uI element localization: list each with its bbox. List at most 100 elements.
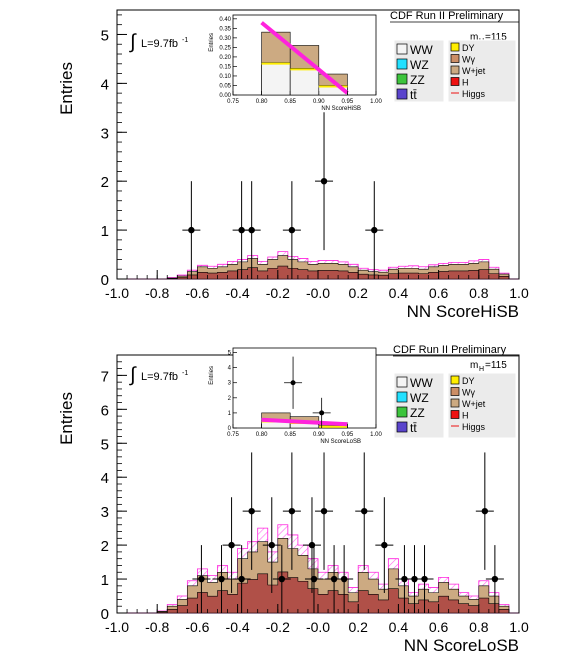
- legend-swatch: [396, 43, 408, 55]
- x-axis-label: NN ScoreHiSB: [407, 302, 519, 321]
- legend-label: Wγ: [462, 388, 475, 398]
- inset-data-point: [319, 410, 325, 416]
- inset-x-tick-label: 0.90: [313, 99, 325, 105]
- mass-label: m: [470, 360, 478, 371]
- data-point: [278, 575, 286, 583]
- data-point: [248, 507, 255, 515]
- legend-swatch: [450, 398, 460, 408]
- inset-x-tick-label: 0.95: [342, 432, 354, 438]
- inset-ww-bar: [261, 62, 291, 96]
- data-point: [198, 575, 205, 583]
- x-tick-label: 0.6: [429, 285, 449, 301]
- legend-swatch: [450, 387, 460, 396]
- inset-x-tick-label: 0.80: [256, 99, 268, 105]
- legend-swatch: [396, 421, 408, 433]
- x-tick-label: 0.8: [469, 285, 489, 301]
- x-tick-label: -1.0: [105, 285, 129, 301]
- background-stack-hist: [117, 571, 519, 614]
- inset-plot: 0.75 0.80 0.85 0.90 0.95 1.00 0 1 2 3 4 5 NN ScoreLo…: [209, 347, 382, 445]
- inset-y-tick-label: 0.35: [219, 26, 231, 32]
- legend-swatch: [450, 42, 460, 52]
- data-point: [411, 575, 418, 583]
- x-tick-label: -0.6: [185, 619, 209, 635]
- inset-y-tick-label: 0.25: [219, 45, 231, 51]
- data-point: [401, 575, 408, 583]
- mass-label: m: [470, 32, 478, 43]
- luminosity-label: L=9.7fb: [141, 371, 178, 383]
- legend-label: Higgs: [462, 422, 486, 432]
- inset-y-tick-label: 1: [228, 411, 232, 417]
- data-point: [340, 575, 348, 583]
- inset-x-tick-label: 0.85: [284, 432, 296, 438]
- legend-swatch: [396, 376, 408, 388]
- legend-swatch: [450, 410, 460, 419]
- inset-frame: [232, 347, 377, 429]
- x-tick-label: 0.8: [469, 619, 489, 635]
- legend-swatch: [396, 406, 408, 418]
- legend-swatch: [450, 54, 460, 63]
- legend-label: DY: [462, 376, 475, 386]
- luminosity-exponent: -1: [182, 370, 188, 377]
- inset-y-tick-label: 5: [228, 351, 232, 357]
- legend-swatch: [396, 88, 408, 100]
- x-tick-label: 1.0: [509, 619, 529, 635]
- inset-x-tick-label: 0.75: [227, 99, 239, 105]
- legend-swatch: [450, 77, 460, 86]
- data-point: [421, 575, 428, 583]
- data-point: [228, 541, 235, 549]
- y-tick-label: 7: [101, 368, 109, 385]
- data-point: [288, 226, 296, 234]
- legend-label: W+jet: [462, 399, 486, 409]
- inset-y-tick-label: 0.15: [219, 64, 231, 70]
- inset-y-tick-label: 0: [228, 426, 232, 432]
- inset-data-point: [290, 380, 296, 386]
- data-point: [361, 507, 368, 515]
- y-axis-label: Entries: [57, 62, 76, 115]
- inset-y-tick-label: 0.05: [219, 83, 231, 89]
- cdf-preliminary-header: CDF Run II Preliminary: [393, 344, 507, 356]
- x-tick-label: -0.8: [145, 285, 169, 301]
- inset-y-tick-label: 3: [228, 381, 232, 387]
- y-axis-label: Entries: [57, 392, 76, 445]
- legend-label: W+jet: [462, 66, 486, 76]
- legend-label: ZZ: [410, 73, 425, 87]
- x-tick-label: -0.0: [306, 619, 330, 635]
- cdf-preliminary-header: CDF Run II Preliminary: [390, 10, 504, 22]
- inset-y-tick-label: 0.30: [219, 36, 231, 42]
- x-tick-label: 0.4: [389, 619, 409, 635]
- legend-label: H: [462, 78, 469, 88]
- y-tick-label: 1: [101, 572, 109, 589]
- x-tick-label: 0.4: [389, 285, 409, 301]
- integral-symbol: ∫: [129, 364, 137, 386]
- mass-value: =115: [485, 360, 507, 371]
- y-tick-label: 0: [101, 272, 109, 289]
- data-point: [491, 575, 499, 583]
- x-tick-label: 0.2: [348, 285, 368, 301]
- mass-value: =115: [485, 32, 507, 43]
- y-tick-label: 0: [101, 606, 109, 623]
- legend-label: WW: [410, 43, 433, 57]
- data-point: [288, 507, 296, 515]
- legend-label: tt̄: [410, 88, 417, 102]
- inset-higgs-line: [260, 21, 349, 95]
- x-tick-label: -0.8: [145, 619, 169, 635]
- data-point: [320, 177, 328, 185]
- data-point: [248, 226, 255, 234]
- x-tick-label: -0.4: [226, 619, 250, 635]
- y-tick-label: 6: [101, 402, 109, 419]
- y-tick-label: 2: [101, 538, 109, 555]
- legend-swatch: [450, 375, 460, 385]
- inset-x-axis-label: NN ScoreHiSB: [321, 106, 361, 112]
- x-tick-label: -0.4: [226, 285, 250, 301]
- legend-swatch: [396, 73, 408, 85]
- data-point: [268, 541, 275, 549]
- mass-subscript: H: [479, 366, 484, 373]
- x-tick-label: 0.2: [348, 619, 368, 635]
- legend-label: Wγ: [462, 55, 475, 65]
- legend-label: Higgs: [462, 89, 486, 99]
- x-tick-label: -0.2: [266, 619, 290, 635]
- inset-y-tick-label: 0.40: [219, 17, 231, 23]
- inset-y-tick-label: 0.20: [219, 55, 231, 61]
- luminosity-exponent: -1: [182, 37, 188, 44]
